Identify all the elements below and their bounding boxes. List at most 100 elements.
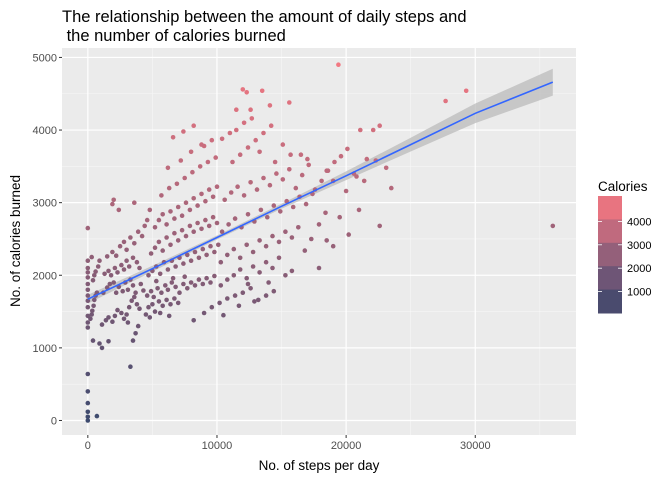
- data-point: [164, 235, 169, 240]
- data-point: [245, 212, 251, 217]
- data-point: [179, 227, 185, 233]
- data-point: [187, 223, 193, 229]
- data-point: [272, 159, 278, 165]
- data-point: [358, 127, 363, 133]
- data-point: [166, 185, 172, 191]
- data-point: [107, 281, 113, 287]
- data-point: [248, 107, 253, 112]
- data-point: [170, 135, 176, 140]
- data-point: [85, 418, 91, 423]
- data-point: [280, 142, 286, 147]
- data-point: [302, 248, 308, 253]
- data-point: [128, 364, 133, 370]
- data-point: [222, 197, 227, 203]
- data-point: [236, 303, 242, 309]
- data-point: [210, 194, 216, 200]
- data-point: [265, 214, 270, 220]
- data-point: [166, 313, 172, 319]
- data-point: [88, 316, 93, 322]
- data-point: [175, 204, 181, 210]
- data-point: [219, 229, 225, 234]
- data-point: [132, 294, 137, 300]
- data-point: [316, 265, 322, 271]
- data-point: [130, 255, 136, 261]
- data-point: [271, 203, 277, 208]
- data-point: [550, 223, 556, 229]
- y-tick-label: 3000: [33, 198, 57, 210]
- data-point: [113, 290, 119, 296]
- data-point: [148, 251, 154, 256]
- data-point: [179, 213, 185, 218]
- data-point: [196, 255, 202, 261]
- data-point: [137, 306, 142, 312]
- data-point: [85, 400, 91, 406]
- data-point: [112, 265, 118, 271]
- data-point: [111, 197, 116, 203]
- data-point: [377, 123, 383, 128]
- data-point: [106, 268, 111, 274]
- data-point: [164, 222, 169, 227]
- data-point: [199, 191, 204, 197]
- data-point: [85, 287, 91, 293]
- legend-label: 2000: [627, 263, 651, 275]
- data-point: [201, 143, 207, 149]
- data-point: [106, 339, 111, 344]
- data-point: [209, 304, 215, 310]
- data-point: [232, 216, 238, 221]
- data-point: [168, 209, 173, 214]
- data-point: [85, 270, 91, 275]
- data-point: [245, 281, 251, 287]
- data-point: [135, 323, 141, 329]
- data-point: [261, 130, 266, 136]
- data-point: [192, 249, 198, 255]
- data-point: [319, 178, 324, 184]
- data-point: [188, 149, 194, 155]
- data-point: [126, 304, 132, 310]
- y-tick-label: 0: [51, 415, 57, 427]
- data-point: [343, 188, 349, 194]
- data-point: [159, 193, 164, 198]
- trend-line: [87, 81, 554, 300]
- data-point: [178, 158, 184, 163]
- data-point: [240, 87, 246, 92]
- data-point: [119, 310, 124, 316]
- data-point: [168, 302, 173, 307]
- data-point: [221, 312, 226, 318]
- data-point: [164, 297, 169, 303]
- data-point: [94, 413, 100, 419]
- data-point: [192, 283, 198, 288]
- data-point: [182, 175, 187, 181]
- data-point: [119, 262, 124, 268]
- data-point: [181, 281, 186, 287]
- data-point: [190, 169, 195, 175]
- data-point: [383, 165, 389, 171]
- data-point: [212, 273, 217, 279]
- data-point: [330, 243, 336, 249]
- data-point: [278, 209, 283, 214]
- data-point: [231, 246, 237, 252]
- data-point: [283, 273, 288, 278]
- data-point: [299, 172, 305, 178]
- data-point: [110, 201, 115, 207]
- data-point: [85, 414, 91, 420]
- data-point: [90, 338, 96, 343]
- data-point: [253, 137, 258, 143]
- x-tick-label: 20000: [331, 440, 362, 452]
- data-point: [124, 258, 129, 264]
- data-point: [146, 273, 151, 278]
- data-point: [345, 146, 350, 152]
- data-point: [191, 123, 196, 128]
- data-point: [257, 238, 262, 243]
- data-point: [95, 264, 101, 269]
- data-point: [289, 235, 295, 240]
- data-point: [197, 164, 203, 169]
- data-point: [214, 184, 220, 189]
- data-point: [248, 286, 253, 291]
- data-point: [152, 309, 158, 314]
- data-point: [196, 277, 202, 282]
- data-point: [370, 127, 376, 133]
- data-point: [284, 198, 290, 204]
- data-point: [156, 239, 162, 245]
- data-point: [287, 167, 292, 172]
- data-point: [203, 217, 208, 223]
